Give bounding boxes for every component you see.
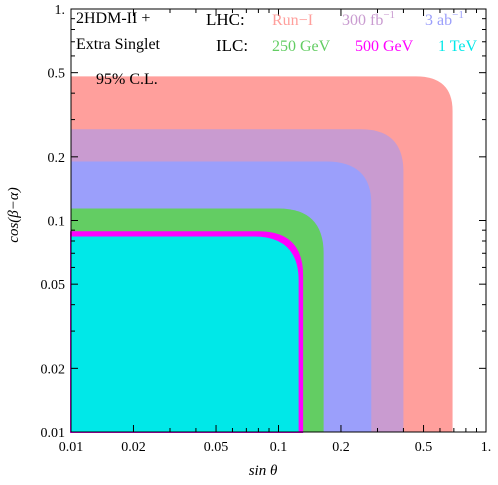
y-tick-label: 0.05 [41,278,66,293]
legend-run1: Run−I [272,12,313,29]
legend-500gev: 500 GeV [355,38,414,55]
legend-1tev: 1 TeV [438,38,477,55]
y-tick-label: 0.2 [48,151,66,166]
x-tick-label: 0.01 [59,440,84,455]
y-tick-label: 0.1 [48,215,66,230]
region-1-tev [71,236,299,432]
y-tick-label: 0.01 [41,426,66,441]
x-tick-label: 0.02 [121,440,146,455]
legend-3ab: 3 ab−1 [425,9,464,29]
x-tick-label: 0.1 [270,440,288,455]
axis-ticks [70,8,487,433]
y-tick-label: 0.02 [41,362,66,377]
x-tick-label: 1. [481,440,492,455]
x-tick-label: 0.2 [332,440,350,455]
exclusion-regions [70,76,453,433]
confidence-label: 95% C.L. [96,71,158,88]
model-label-line2: Extra Singlet [76,36,161,53]
legend-300fb: 300 fb−1 [342,9,395,29]
tick-labels: 0.01 0.02 0.05 0.1 0.2 0.5 1. 0.01 0.02 0.05 0.1 0.… [41,3,492,455]
y-axis-label: cos(β−α) [6,187,22,242]
legend-lhc-label: LHC: [206,10,245,29]
legend-ilc-label: ILC: [216,36,248,55]
x-tick-label: 0.05 [204,440,229,455]
x-tick-label: 0.5 [415,440,433,455]
x-axis-label: sin θ [249,463,278,479]
y-tick-label: 0.5 [48,67,66,82]
model-label-line1: 2HDM-II + [76,10,150,27]
y-tick-label: 1. [55,3,66,18]
legend-250gev: 250 GeV [272,38,331,55]
